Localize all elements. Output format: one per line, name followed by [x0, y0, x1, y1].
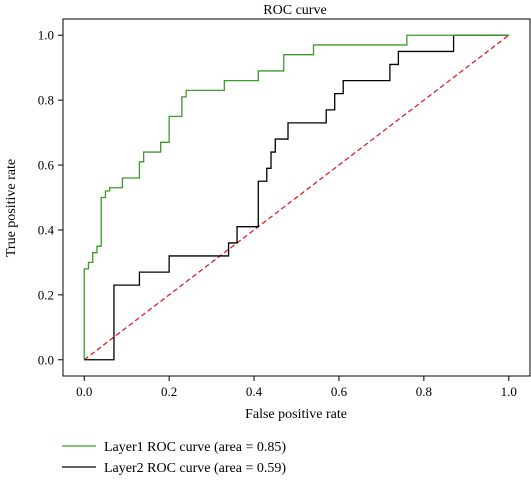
y-tick-label: 0.4: [38, 222, 55, 237]
x-axis-label: False positive rate: [245, 407, 347, 422]
y-tick-label: 1.0: [38, 28, 54, 43]
y-axis-label: True positive rate: [4, 159, 19, 257]
series-layer2-roc-line: [84, 34, 509, 361]
chance-diagonal-line: [83, 34, 510, 361]
series-layer: [83, 34, 510, 361]
y-tick-label: 0.2: [38, 287, 54, 302]
series-layer1-roc-line: [83, 34, 509, 360]
legend: Layer1 ROC curve (area = 0.85) Layer2 RO…: [62, 440, 286, 476]
y-axis-ticks: 0.0 0.2 0.4 0.6 0.8 1.0: [38, 28, 63, 367]
x-tick-label: 0.4: [246, 384, 263, 399]
plot-frame: [62, 18, 531, 377]
x-tick-label: 0.6: [331, 384, 348, 399]
y-tick-label: 0.8: [38, 93, 54, 108]
legend-label-layer1: Layer1 ROC curve (area = 0.85): [104, 440, 286, 455]
chart-title: ROC curve: [263, 3, 326, 18]
y-tick-label: 0.6: [38, 158, 55, 173]
legend-label-layer2: Layer2 ROC curve (area = 0.59): [104, 461, 286, 476]
x-tick-label: 0.8: [416, 384, 432, 399]
x-tick-label: 0.2: [161, 384, 177, 399]
x-axis-ticks: 0.0 0.2 0.4 0.6 0.8 1.0: [76, 376, 517, 399]
y-tick-label: 0.0: [38, 352, 54, 367]
x-tick-label: 1.0: [501, 384, 517, 399]
x-tick-label: 0.0: [76, 384, 92, 399]
